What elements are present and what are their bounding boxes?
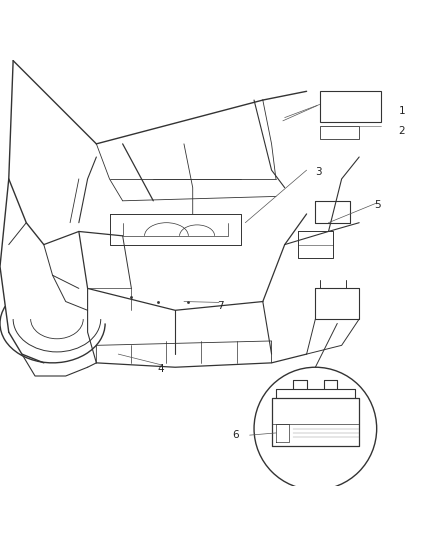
- Text: 4: 4: [158, 365, 164, 374]
- Text: 6: 6: [232, 430, 239, 440]
- Text: 2: 2: [399, 126, 405, 136]
- Text: 7: 7: [217, 301, 223, 311]
- FancyBboxPatch shape: [320, 126, 359, 140]
- Text: 1: 1: [399, 106, 405, 116]
- Text: 5: 5: [374, 200, 381, 210]
- Text: 3: 3: [315, 167, 322, 177]
- FancyBboxPatch shape: [320, 91, 381, 122]
